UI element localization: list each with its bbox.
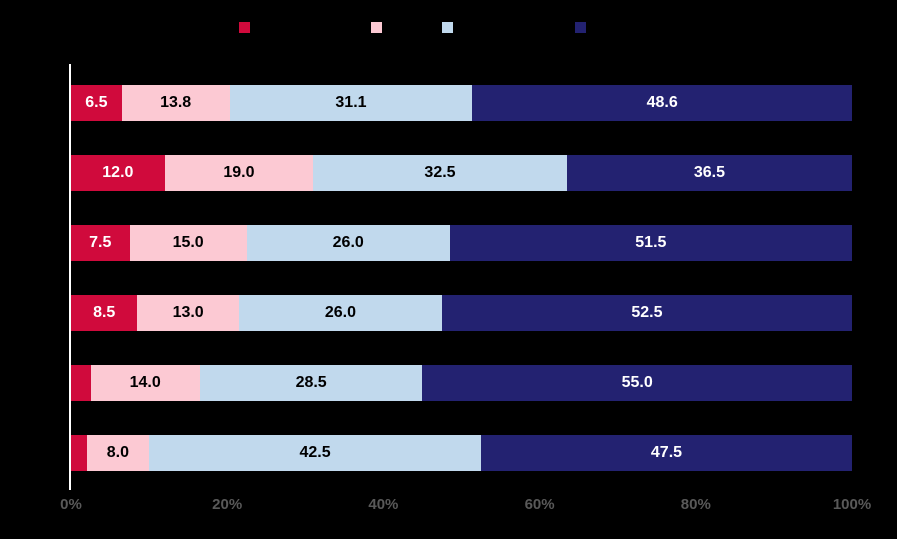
bar-value-label: 32.5	[424, 164, 456, 181]
bar-value-label: 42.5	[299, 444, 331, 461]
bar-segment: 8.5	[71, 295, 138, 331]
x-axis-tick-label: 0%	[60, 496, 82, 513]
bar-segment: 13.8	[121, 85, 230, 121]
bar-segment: 48.6	[472, 85, 852, 121]
bar-segment: 31.1	[229, 85, 473, 121]
legend-marker	[442, 22, 453, 33]
bar-segment: 36.5	[566, 155, 852, 191]
bar-segment	[71, 435, 87, 471]
bars-container: 6.5 13.8 31.1 48.6 12.0 19.0 32.5 36.5 7.5 15.0 26…	[71, 64, 852, 490]
bar-value-label: 8.0	[106, 444, 129, 461]
bar-value-label: 13.8	[160, 94, 192, 111]
bar-value-label: 6.5	[85, 94, 108, 111]
bar-value-label: 13.0	[172, 304, 204, 321]
bar-segment: 6.5	[71, 85, 122, 121]
bar-segment: 13.0	[137, 295, 239, 331]
bar-segment: 26.0	[246, 225, 450, 261]
bar-value-label: 51.5	[635, 234, 667, 251]
bar-value-label: 47.5	[650, 444, 683, 461]
bar-row: 7.5 15.0 26.0 51.5	[71, 225, 852, 261]
bar-value-label: 36.5	[693, 164, 725, 181]
bar-row: 8.5 13.0 26.0 52.5	[71, 295, 852, 331]
bar-row: 14.0 28.5 55.0	[71, 365, 852, 401]
bar-segment: 28.5	[199, 365, 423, 401]
bar-value-label: 26.0	[332, 234, 364, 251]
bar-value-label: 8.5	[93, 304, 116, 321]
bar-segment: 52.5	[441, 295, 852, 331]
bar-segment: 19.0	[164, 155, 314, 191]
x-axis-tick-label: 80%	[680, 496, 711, 513]
bar-segment: 26.0	[238, 295, 442, 331]
bar-segment: 32.5	[313, 155, 567, 191]
bar-segment: 8.0	[86, 435, 150, 471]
bar-value-label: 15.0	[172, 234, 204, 251]
chart-legend	[0, 0, 897, 50]
bar-segment: 55.0	[422, 365, 852, 401]
x-axis-tick-label: 100%	[832, 496, 872, 513]
bar-value-label: 55.0	[621, 374, 653, 391]
bar-value-label: 31.1	[335, 94, 367, 111]
bar-segment: 47.5	[481, 435, 852, 471]
bar-row: 8.0 42.5 47.5	[71, 435, 852, 471]
bar-value-label: 48.6	[646, 94, 678, 111]
x-axis-tick-label: 20%	[212, 496, 243, 513]
x-axis-tick-label: 60%	[524, 496, 555, 513]
bar-value-label: 12.0	[102, 164, 134, 181]
legend-marker	[371, 22, 382, 33]
bar-segment: 14.0	[90, 365, 200, 401]
legend-marker	[239, 22, 250, 33]
x-axis-tick-label: 40%	[368, 496, 399, 513]
bar-segment: 7.5	[71, 225, 130, 261]
bar-row: 12.0 19.0 32.5 36.5	[71, 155, 852, 191]
bar-value-label: 26.0	[324, 304, 356, 321]
legend-marker	[575, 22, 586, 33]
bar-value-label: 19.0	[223, 164, 255, 181]
bar-segment: 42.5	[149, 435, 481, 471]
bar-value-label: 7.5	[89, 234, 112, 251]
bar-row: 6.5 13.8 31.1 48.6	[71, 85, 852, 121]
y-axis-line	[69, 64, 71, 490]
bar-segment	[71, 365, 91, 401]
bar-segment: 12.0	[71, 155, 165, 191]
bar-segment: 15.0	[129, 225, 247, 261]
bar-value-label: 52.5	[631, 304, 663, 321]
bar-segment: 51.5	[449, 225, 852, 261]
x-axis-ticks: 0% 20% 40% 60% 80% 100%	[60, 496, 871, 520]
bar-value-label: 28.5	[295, 374, 327, 391]
bar-value-label: 14.0	[129, 374, 161, 391]
